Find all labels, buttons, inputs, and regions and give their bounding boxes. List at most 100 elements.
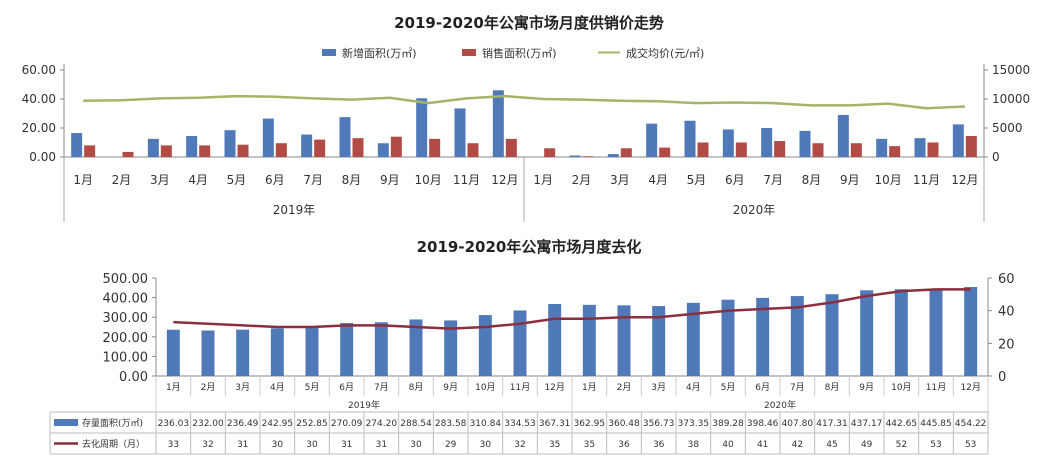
bar-sales-area (927, 142, 939, 157)
table-cell-stock: 407.80 (782, 419, 814, 429)
bar-new-area (722, 129, 734, 157)
x-tick-label: 6月 (755, 382, 770, 393)
bar-sales-area (812, 143, 824, 157)
bar-stock-area (825, 294, 839, 376)
bar-new-area (454, 108, 466, 157)
y-right-tick-label: 0 (998, 370, 1006, 385)
legend-label: 成交均价(元/㎡) (626, 46, 704, 60)
table-cell-cycle: 31 (376, 440, 387, 450)
bar-new-area (837, 114, 849, 157)
x-tick-label: 11月 (453, 173, 480, 187)
table-cell-stock: 310.84 (470, 419, 502, 429)
bar-sales-area (505, 138, 517, 157)
table-cell-cycle: 49 (861, 440, 873, 450)
bar-stock-area (617, 305, 631, 376)
table-cell-cycle: 35 (549, 440, 560, 450)
table-cell-cycle: 29 (445, 440, 457, 450)
x-tick-label: 4月 (270, 382, 285, 393)
y-left-tick-label: 20.00 (22, 121, 56, 135)
table-cell-stock: 236.03 (158, 419, 190, 429)
table-cell-stock: 283.58 (435, 419, 467, 429)
group-label: 2020年 (764, 399, 796, 411)
x-tick-label: 3月 (610, 173, 630, 187)
legend-label: 新增面积(万㎡) (342, 46, 417, 60)
x-tick-label: 4月 (188, 173, 208, 187)
table-cell-cycle: 31 (341, 440, 352, 450)
chart2-title: 2019-2020年公寓市场月度去化 (417, 238, 642, 256)
table-cell-stock: 367.31 (539, 419, 571, 429)
table-cell-cycle: 38 (688, 440, 700, 450)
bar-new-area (71, 133, 83, 157)
table-cell-stock: 232.00 (192, 419, 224, 429)
table-cell-stock: 362.95 (574, 419, 606, 429)
y-left-tick-label: 0.00 (29, 150, 56, 164)
bar-new-area (377, 143, 389, 157)
x-tick-label: 9月 (380, 173, 400, 187)
bar-stock-area (582, 304, 596, 376)
bar-new-area (607, 154, 619, 157)
x-tick-label: 2月 (201, 382, 216, 393)
table-cell-stock: 373.35 (678, 419, 710, 429)
bar-stock-area (860, 290, 874, 376)
x-tick-label: 11月 (913, 173, 940, 187)
x-tick-label: 9月 (443, 382, 458, 393)
bar-stock-area (721, 299, 735, 376)
x-tick-label: 5月 (721, 382, 736, 393)
x-tick-label: 4月 (686, 382, 701, 393)
bar-stock-area (652, 306, 666, 376)
y-right-tick-label: 0 (992, 150, 1000, 164)
x-tick-label: 12月 (491, 173, 518, 187)
y-left-tick-label: 400.00 (103, 292, 149, 307)
table-cell-cycle: 42 (792, 440, 803, 450)
chart2-plot: 0.00 100.00 200.00 300.00 400.00 500.00 0 20 40 6… (103, 272, 1015, 385)
y-left-tick-label: 0.00 (119, 370, 148, 385)
bar-sales-area (620, 148, 632, 157)
table-cell-stock: 356.73 (643, 419, 675, 429)
bar-sales-area (390, 136, 402, 157)
table-cell-stock: 398.46 (747, 419, 779, 429)
x-tick-label: 2月 (617, 382, 632, 393)
line-avg-price (83, 94, 965, 110)
bar-sales-area (774, 141, 786, 157)
y-right-tick-label: 5000 (992, 121, 1023, 135)
x-tick-label: 7月 (374, 382, 389, 393)
bar-new-area (301, 134, 313, 157)
bar-sales-area (467, 143, 479, 157)
x-tick-label: 5月 (305, 382, 320, 393)
group-label: 2019年 (348, 399, 380, 411)
bar-sales-area (735, 142, 747, 157)
y-right-tick-label: 10000 (992, 92, 1030, 106)
bar-sales-area (697, 142, 709, 157)
bar-sales-area (582, 156, 594, 157)
bar-new-area (684, 120, 696, 157)
x-tick-label: 6月 (339, 382, 354, 393)
x-tick-label: 11月 (510, 382, 530, 393)
x-tick-label: 1月 (73, 173, 93, 187)
x-tick-label: 12月 (960, 382, 980, 393)
table-cell-cycle: 35 (584, 440, 595, 450)
bar-new-area (914, 138, 926, 157)
bar-stock-area (478, 315, 492, 376)
bar-stock-area (305, 326, 319, 376)
table-cell-cycle: 53 (965, 440, 976, 450)
bar-new-area (147, 138, 159, 157)
bar-sales-area (659, 147, 671, 157)
table-cell-cycle: 53 (930, 440, 941, 450)
table-cell-stock: 288.54 (400, 419, 432, 429)
x-tick-label: 9月 (840, 173, 860, 187)
bar-stock-area (894, 289, 908, 376)
y-right-tick-label: 20 (998, 337, 1015, 352)
table-cell-stock: 445.85 (920, 419, 952, 429)
bar-stock-area (929, 288, 943, 376)
table-cell-stock: 270.09 (331, 419, 363, 429)
x-tick-label: 1月 (582, 382, 597, 393)
bar-stock-area (340, 323, 354, 376)
bar-new-area (569, 155, 581, 157)
table-cell-cycle: 36 (653, 440, 665, 450)
x-tick-label: 6月 (725, 173, 745, 187)
table-cell-cycle: 33 (168, 440, 179, 450)
table-cell-stock: 334.53 (504, 419, 536, 429)
bar-stock-area (790, 296, 804, 376)
x-tick-label: 11月 (926, 382, 946, 393)
bar-stock-area (166, 329, 180, 376)
